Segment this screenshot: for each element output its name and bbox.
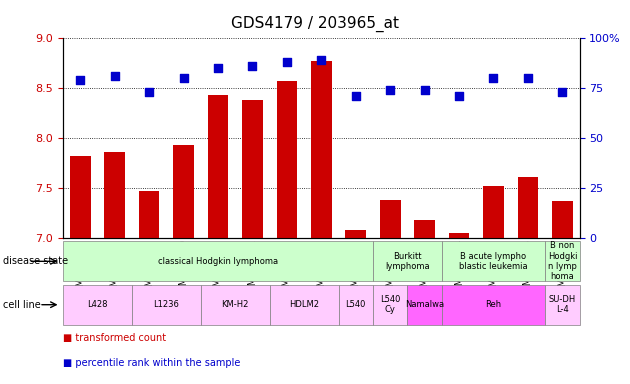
Point xyxy=(178,75,188,81)
Text: B non
Hodgki
n lymp
homa: B non Hodgki n lymp homa xyxy=(547,241,577,281)
Text: Burkitt
lymphoma: Burkitt lymphoma xyxy=(385,252,430,271)
Text: cell line: cell line xyxy=(3,300,41,310)
Point xyxy=(523,75,533,81)
Point xyxy=(454,93,464,99)
Text: ■ percentile rank within the sample: ■ percentile rank within the sample xyxy=(63,358,241,367)
Bar xyxy=(552,201,573,238)
Text: L1236: L1236 xyxy=(153,300,180,309)
Text: GDS4179 / 203965_at: GDS4179 / 203965_at xyxy=(231,15,399,31)
Point xyxy=(282,59,292,65)
Point xyxy=(110,73,120,79)
Bar xyxy=(483,186,504,238)
Bar xyxy=(415,220,435,238)
Point xyxy=(420,87,430,93)
Text: SU-DH
L-4: SU-DH L-4 xyxy=(549,295,576,314)
Bar xyxy=(380,200,401,238)
Bar xyxy=(139,191,159,238)
Point xyxy=(351,93,361,99)
Point xyxy=(488,75,498,81)
Bar xyxy=(208,95,228,238)
Point xyxy=(558,89,568,95)
Bar xyxy=(277,81,297,238)
Bar xyxy=(518,177,538,238)
Bar xyxy=(345,230,366,238)
Point xyxy=(213,65,223,71)
Bar xyxy=(173,145,194,238)
Text: L540: L540 xyxy=(345,300,366,309)
Point xyxy=(75,77,85,83)
Bar xyxy=(449,233,469,238)
Text: HDLM2: HDLM2 xyxy=(289,300,319,309)
Text: ■ transformed count: ■ transformed count xyxy=(63,333,166,343)
Bar xyxy=(242,100,263,238)
Text: disease state: disease state xyxy=(3,256,68,266)
Text: KM-H2: KM-H2 xyxy=(222,300,249,309)
Text: L540
Cy: L540 Cy xyxy=(380,295,401,314)
Bar xyxy=(311,61,331,238)
Bar xyxy=(70,156,91,238)
Point xyxy=(248,63,258,70)
Point xyxy=(144,89,154,95)
Text: Namalwa: Namalwa xyxy=(405,300,444,309)
Text: L428: L428 xyxy=(87,300,108,309)
Point xyxy=(316,57,326,63)
Point xyxy=(385,87,395,93)
Bar xyxy=(105,152,125,238)
Text: B acute lympho
blastic leukemia: B acute lympho blastic leukemia xyxy=(459,252,528,271)
Text: Reh: Reh xyxy=(486,300,501,309)
Text: classical Hodgkin lymphoma: classical Hodgkin lymphoma xyxy=(158,257,278,266)
